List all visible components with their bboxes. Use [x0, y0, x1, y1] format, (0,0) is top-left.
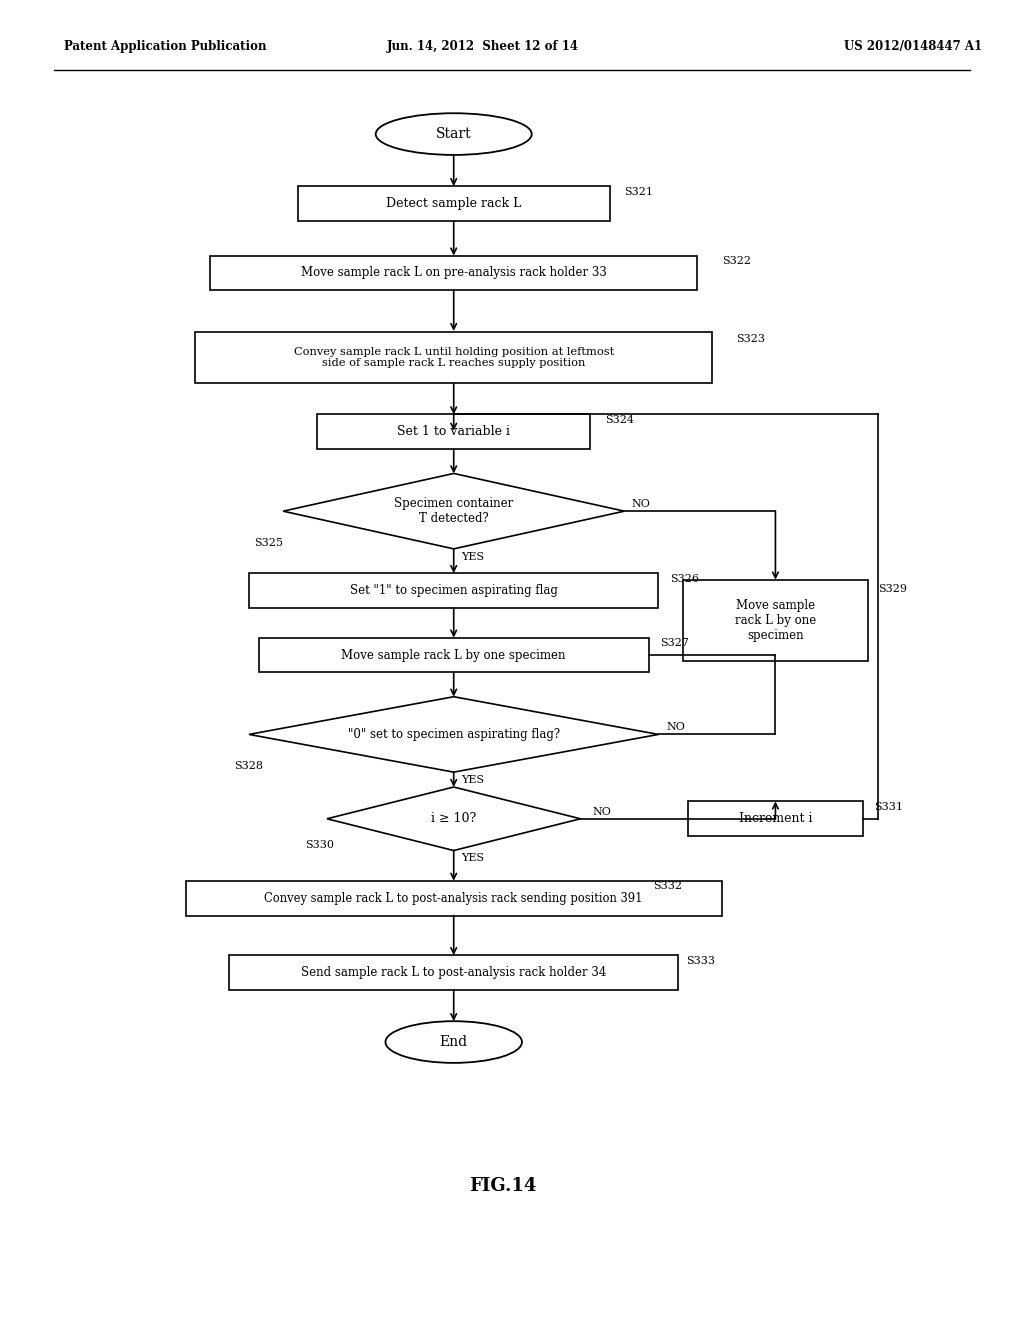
Text: NO: NO — [592, 807, 611, 817]
Text: YES: YES — [462, 775, 484, 785]
Text: S331: S331 — [873, 801, 903, 812]
Text: S327: S327 — [660, 638, 689, 648]
Text: NO: NO — [631, 499, 650, 510]
Text: S323: S323 — [736, 334, 765, 345]
Text: S333: S333 — [686, 956, 715, 966]
Text: Convey sample rack L to post-analysis rack sending position 391: Convey sample rack L to post-analysis ra… — [264, 891, 643, 904]
Text: S322: S322 — [722, 256, 751, 267]
Text: US 2012/0148447 A1: US 2012/0148447 A1 — [844, 40, 982, 53]
Text: S324: S324 — [605, 414, 634, 425]
Text: S332: S332 — [653, 882, 683, 891]
Text: Set "1" to specimen aspirating flag: Set "1" to specimen aspirating flag — [350, 583, 558, 597]
Text: S330: S330 — [305, 840, 335, 850]
Text: Increment i: Increment i — [738, 812, 812, 825]
Text: Detect sample rack L: Detect sample rack L — [386, 197, 521, 210]
Text: Specimen container
T detected?: Specimen container T detected? — [394, 498, 513, 525]
Text: Send sample rack L to post-analysis rack holder 34: Send sample rack L to post-analysis rack… — [301, 966, 606, 979]
Text: Start: Start — [436, 127, 471, 141]
Text: Move sample rack L on pre-analysis rack holder 33: Move sample rack L on pre-analysis rack … — [301, 267, 606, 280]
Text: Set 1 to variable i: Set 1 to variable i — [397, 425, 510, 438]
Text: S329: S329 — [878, 583, 907, 594]
Text: S325: S325 — [254, 539, 283, 548]
Text: "0" set to specimen aspirating flag?: "0" set to specimen aspirating flag? — [348, 727, 560, 741]
Text: i ≥ 10?: i ≥ 10? — [431, 812, 476, 825]
Text: Move sample
rack L by one
specimen: Move sample rack L by one specimen — [735, 599, 816, 642]
Text: End: End — [439, 1035, 468, 1049]
Text: Convey sample rack L until holding position at leftmost
side of sample rack L re: Convey sample rack L until holding posit… — [294, 347, 613, 368]
Text: YES: YES — [462, 854, 484, 863]
Text: Patent Application Publication: Patent Application Publication — [63, 40, 266, 53]
Text: FIG.14: FIG.14 — [469, 1177, 537, 1195]
Text: YES: YES — [462, 552, 484, 562]
Text: Jun. 14, 2012  Sheet 12 of 14: Jun. 14, 2012 Sheet 12 of 14 — [387, 40, 579, 53]
Text: NO: NO — [667, 722, 685, 733]
Text: S321: S321 — [625, 186, 653, 197]
Text: Move sample rack L by one specimen: Move sample rack L by one specimen — [341, 648, 566, 661]
Text: S326: S326 — [670, 574, 699, 583]
Text: S328: S328 — [234, 762, 263, 771]
